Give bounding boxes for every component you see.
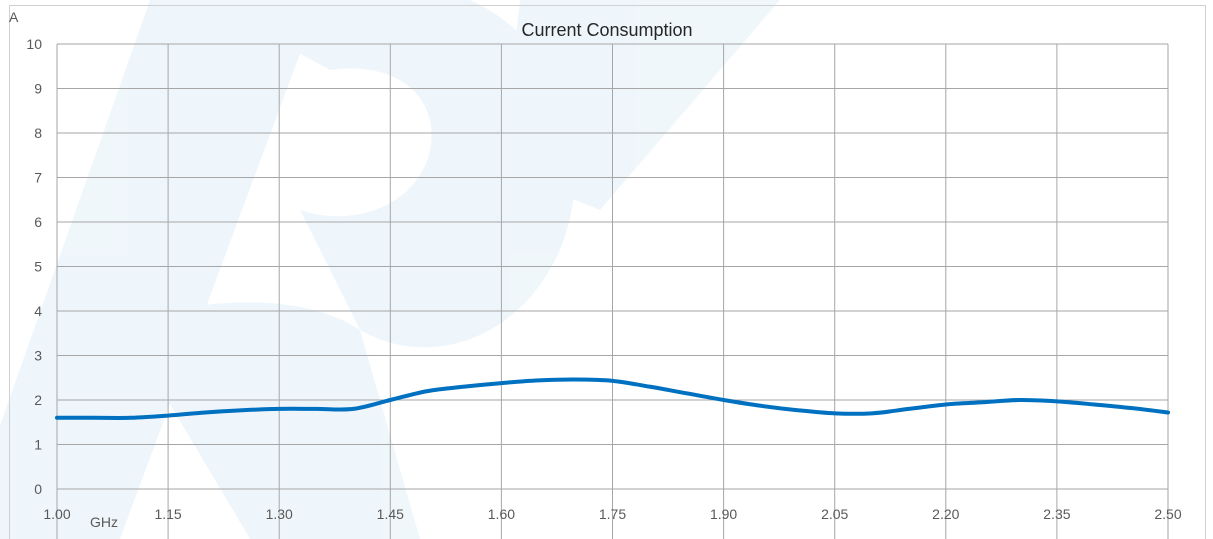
y-axis-tick-labels: 0 1 2 3 4 5 6 7 8 9 10 bbox=[26, 36, 42, 497]
x-tick-label: 2.50 bbox=[1154, 506, 1181, 522]
watermark-stroke-lower bbox=[120, 302, 420, 539]
vertical-gridlines bbox=[56, 44, 1169, 539]
y-axis-unit-label: A bbox=[9, 9, 19, 25]
x-tick-label: 1.00 bbox=[43, 506, 70, 522]
x-tick-label: 1.30 bbox=[266, 506, 293, 522]
y-tick-label: 2 bbox=[34, 392, 42, 408]
y-tick-label: 0 bbox=[34, 481, 42, 497]
series-group bbox=[55, 377, 1170, 420]
y-tick-label: 3 bbox=[34, 348, 42, 364]
series-line-current bbox=[55, 377, 1170, 420]
y-tick-label: 1 bbox=[34, 437, 42, 453]
x-tick-label: 1.60 bbox=[488, 506, 515, 522]
x-tick-label: 1.45 bbox=[377, 506, 404, 522]
y-tick-label: 10 bbox=[26, 36, 42, 52]
watermark-logo bbox=[0, 0, 780, 539]
y-tick-label: 7 bbox=[34, 170, 42, 186]
x-tick-label: 2.35 bbox=[1043, 506, 1070, 522]
y-tick-label: 4 bbox=[34, 303, 42, 319]
x-tick-label: 1.75 bbox=[599, 506, 626, 522]
y-tick-label: 6 bbox=[34, 214, 42, 230]
x-tick-label: 1.90 bbox=[710, 506, 737, 522]
x-axis-tick-labels: 1.00 1.15 1.30 1.45 1.60 1.75 1.90 2.05 2.20 2.35… bbox=[43, 506, 1181, 522]
y-tick-label: 8 bbox=[34, 125, 42, 141]
y-tick-label: 5 bbox=[34, 259, 42, 275]
x-tick-label: 2.20 bbox=[932, 506, 959, 522]
x-tick-label: 2.05 bbox=[821, 506, 848, 522]
watermark-stroke-middle bbox=[200, 0, 576, 348]
y-tick-label: 9 bbox=[34, 81, 42, 97]
chart-title: Current Consumption bbox=[521, 20, 692, 40]
chart-frame bbox=[9, 5, 1206, 539]
watermark-stroke-right bbox=[500, 0, 780, 210]
horizontal-gridlines bbox=[57, 43, 1168, 490]
x-tick-label: 1.15 bbox=[154, 506, 181, 522]
watermark-stroke-left bbox=[0, 0, 320, 539]
x-axis-unit-label: GHz bbox=[90, 514, 118, 530]
